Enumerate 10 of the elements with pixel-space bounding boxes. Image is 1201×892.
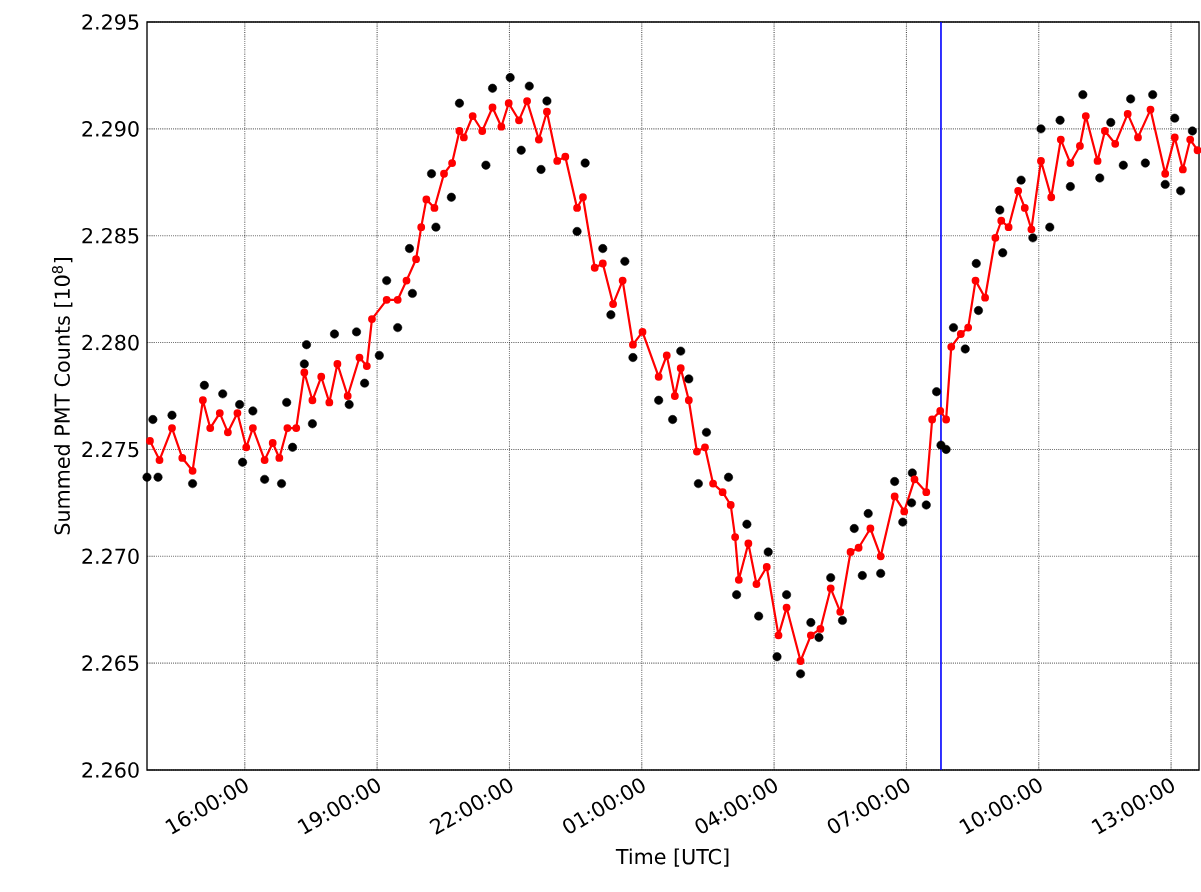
y-tick-label: 2.280 [82,334,139,351]
y-tick-label: 2.275 [82,441,139,458]
y-tick-label: 2.270 [82,548,139,565]
y-tick-label: 2.265 [82,655,139,671]
y-tick-label: 2.285 [82,227,139,244]
y-tick-label: 2.295 [82,14,139,30]
y-tick-label: 2.260 [82,762,139,778]
y-axis-title: Summed PMT Counts [10$^{8}$] [51,258,73,535]
y-tick-label: 2.290 [82,121,139,137]
x-axis-title: Time [UTC] [615,848,729,867]
